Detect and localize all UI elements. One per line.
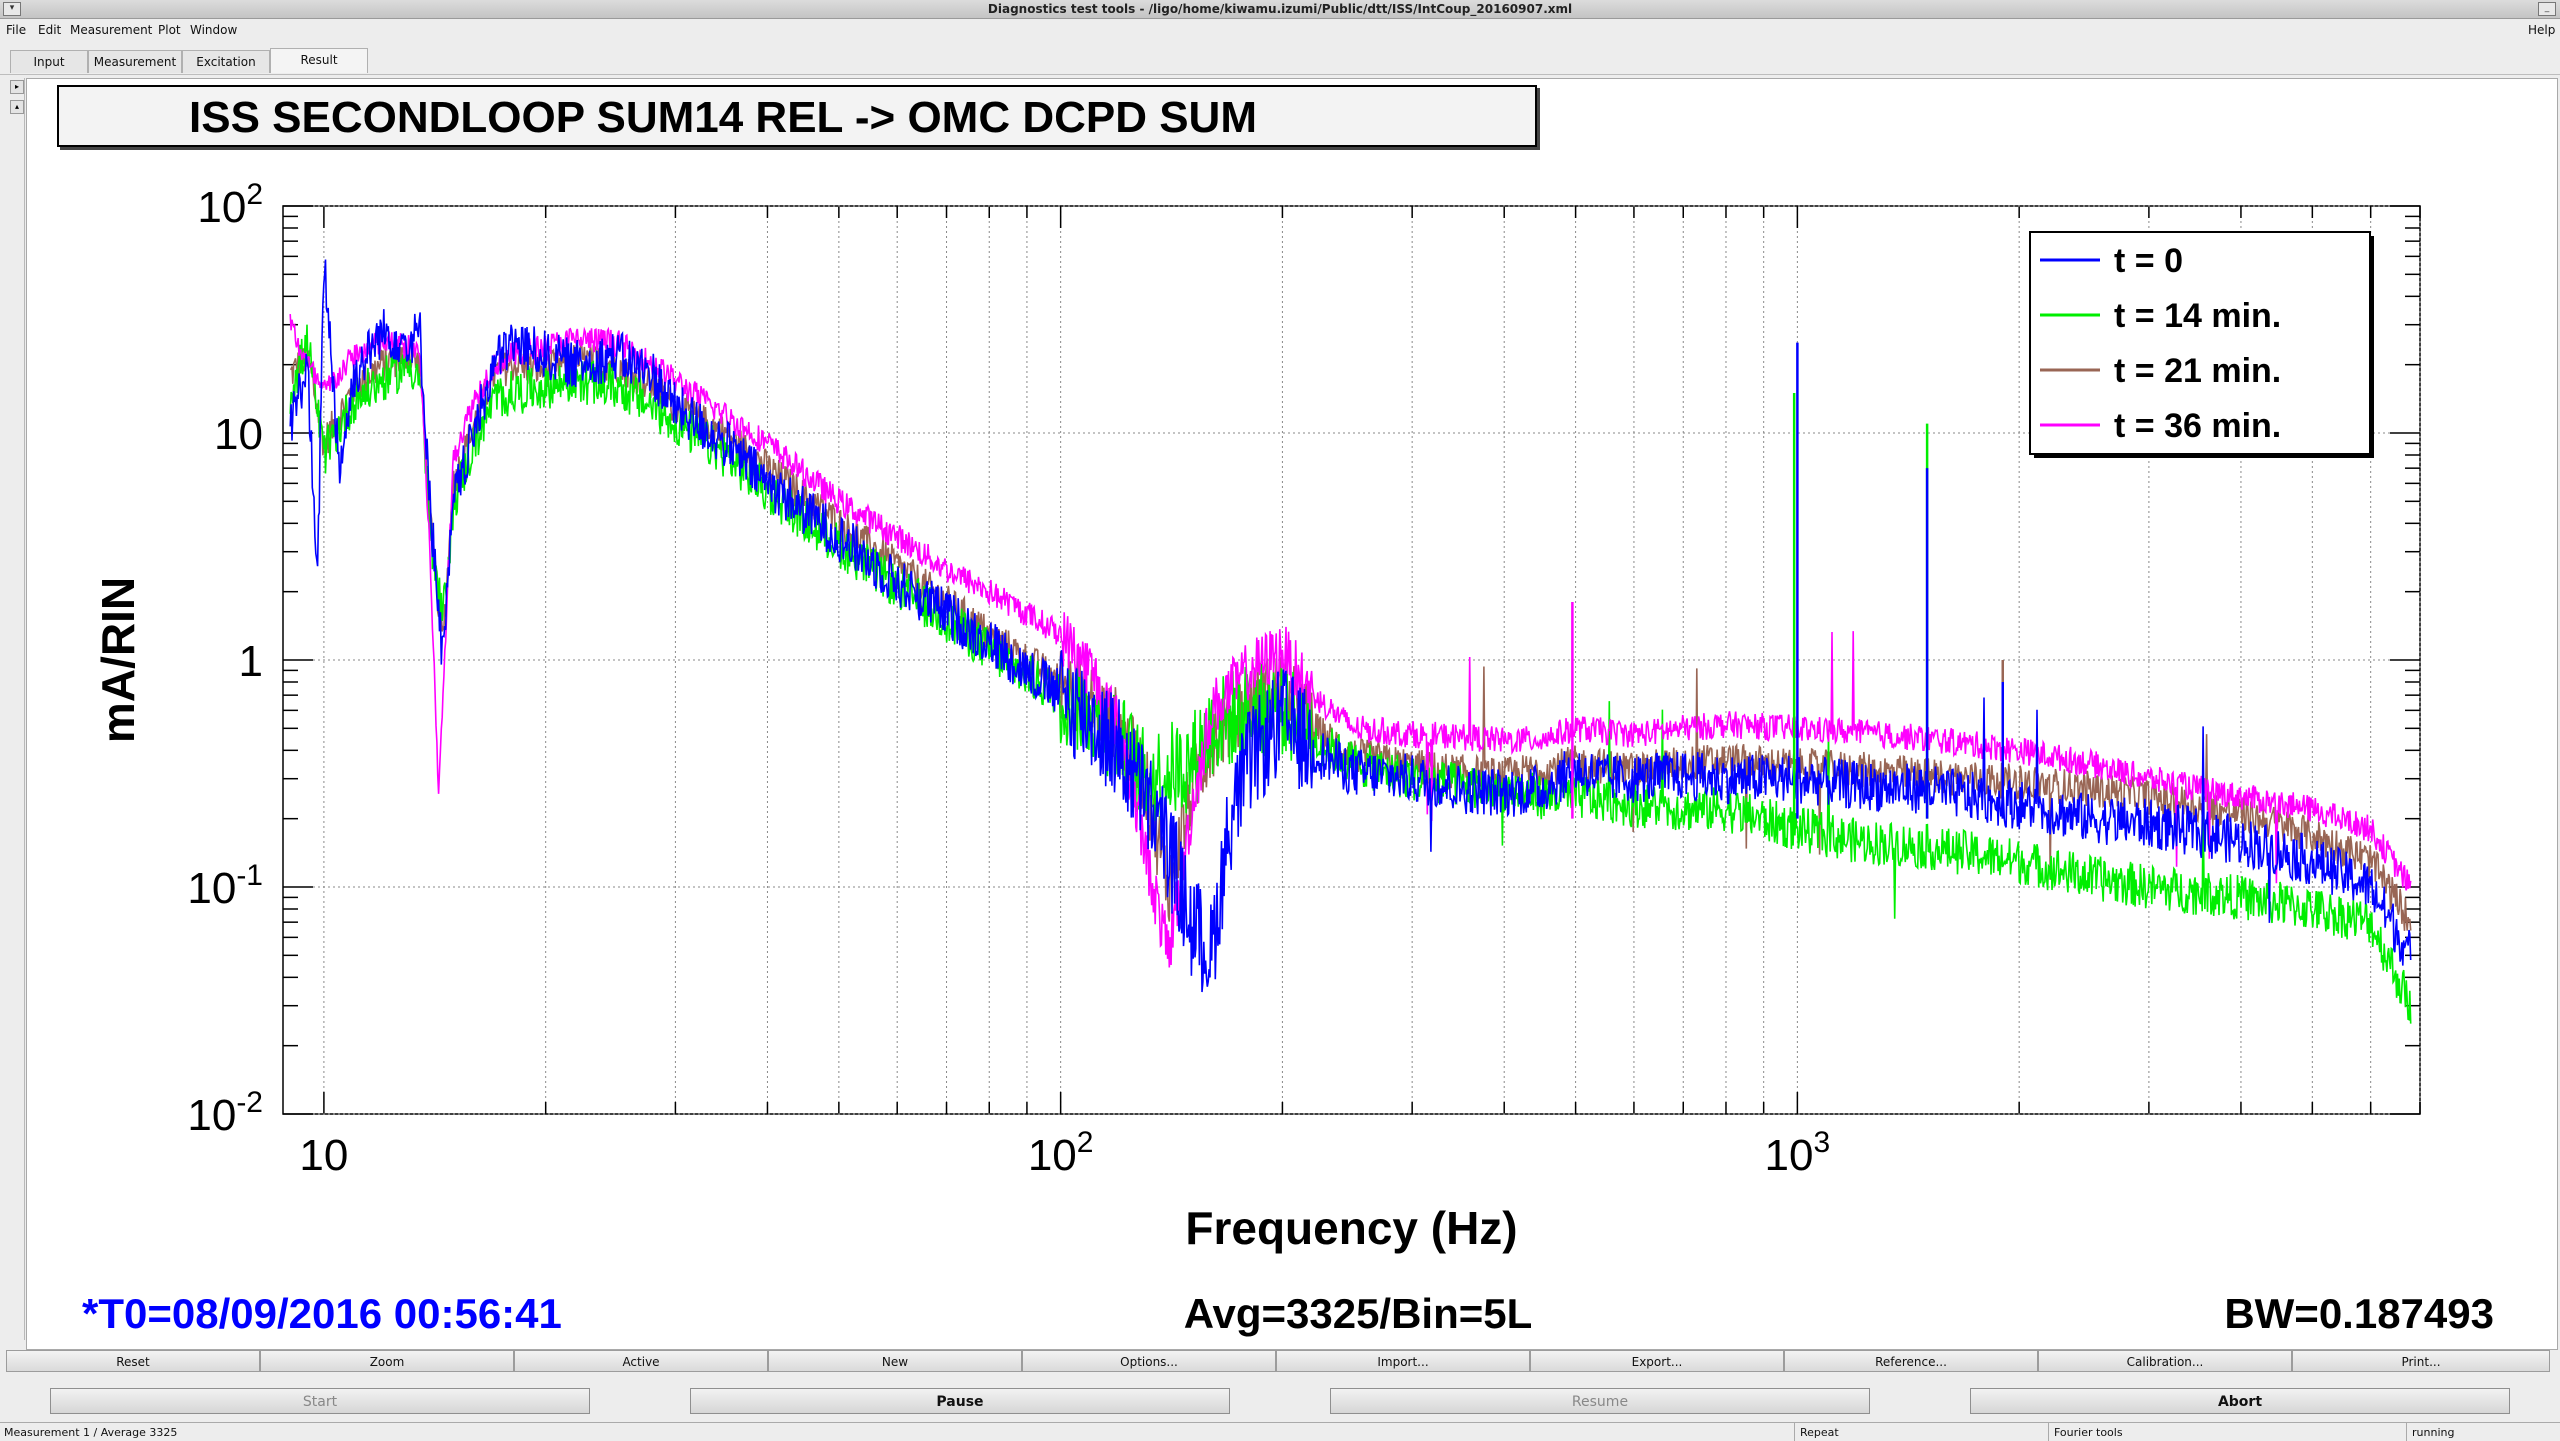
x-tick-label: 10	[299, 1131, 348, 1180]
status-measurement: Measurement 1 / Average 3325	[4, 1426, 178, 1439]
y-tick-label: 1	[239, 637, 263, 686]
print-button[interactable]: Print...	[2292, 1350, 2550, 1372]
start-button[interactable]: Start	[50, 1388, 590, 1414]
export-button[interactable]: Export...	[1530, 1350, 1784, 1372]
minimize-icon[interactable]: _	[2538, 2, 2556, 16]
menu-window[interactable]: Window	[190, 23, 238, 37]
scroll-up-icon[interactable]: ▴	[10, 100, 24, 114]
series-line-3	[289, 314, 2412, 968]
series-line-0	[289, 259, 2412, 993]
t0-label: *T0=08/09/2016 00:56:41	[82, 1290, 562, 1337]
import-button[interactable]: Import...	[1276, 1350, 1530, 1372]
window-title: Diagnostics test tools - /ligo/home/kiwa…	[987, 2, 1573, 16]
reference-button[interactable]: Reference...	[1784, 1350, 2038, 1372]
bw-label: BW=0.187493	[2224, 1290, 2494, 1337]
status-state: running	[2412, 1426, 2455, 1439]
menu-measurement[interactable]: Measurement	[70, 23, 153, 37]
tab-bar: Input Measurement Excitation Result	[0, 40, 2560, 75]
y-tick-label: 10	[214, 410, 263, 459]
legend-label: t = 0	[2114, 242, 2183, 280]
active-button[interactable]: Active	[514, 1350, 768, 1372]
status-repeat: Repeat	[1800, 1426, 1839, 1439]
status-bar: Measurement 1 / Average 3325 Repeat Four…	[0, 1422, 2560, 1441]
resume-button[interactable]: Resume	[1330, 1388, 1870, 1414]
plot-button-row: Reset Zoom Active New Options... Import.…	[6, 1350, 2556, 1374]
legend: t = 0 t = 14 min. t = 21 min. t = 36 min.	[2029, 231, 2374, 458]
legend-box	[2029, 231, 2371, 455]
menu-plot[interactable]: Plot	[158, 23, 181, 37]
pause-button[interactable]: Pause	[690, 1388, 1230, 1414]
options-button[interactable]: Options...	[1022, 1350, 1276, 1372]
x-axis-label: Frequency (Hz)	[1185, 1202, 1517, 1254]
window-titlebar: ▾ Diagnostics test tools - /ligo/home/ki…	[0, 0, 2560, 19]
control-row: Start Pause Resume Abort	[0, 1388, 2560, 1418]
legend-label: t = 14 min.	[2114, 297, 2281, 335]
reset-button[interactable]: Reset	[6, 1350, 260, 1372]
tab-result[interactable]: Result	[270, 48, 368, 73]
tab-input[interactable]: Input	[10, 50, 88, 73]
menu-bar: File Edit Measurement Plot Window Help	[0, 20, 2560, 38]
y-tick-label: 10-2	[187, 1086, 263, 1140]
status-tool: Fourier tools	[2054, 1426, 2123, 1439]
menu-file[interactable]: File	[6, 23, 27, 37]
new-button[interactable]: New	[768, 1350, 1022, 1372]
x-tick-label: 102	[1028, 1126, 1094, 1180]
menu-help[interactable]: Help	[2528, 23, 2556, 37]
series-line-1	[289, 324, 2412, 1024]
vertical-scrollbar[interactable]: ▸ ▴	[8, 78, 25, 1340]
menu-edit[interactable]: Edit	[38, 23, 62, 37]
avg-label: Avg=3325/Bin=5L	[1184, 1290, 1533, 1337]
x-tick-label: 103	[1765, 1126, 1831, 1180]
legend-label: t = 21 min.	[2114, 352, 2281, 390]
series-group	[289, 259, 2412, 1024]
tab-measurement[interactable]: Measurement	[88, 50, 182, 73]
tab-excitation[interactable]: Excitation	[182, 50, 270, 73]
plot-title: ISS SECONDLOOP SUM14 REL -> OMC DCPD SUM	[57, 85, 1537, 147]
y-tick-label: 10-1	[187, 859, 263, 913]
y-axis-label: mA/RIN	[92, 577, 144, 743]
calibration-button[interactable]: Calibration...	[2038, 1350, 2292, 1372]
window-menu-icon[interactable]: ▾	[3, 2, 21, 16]
abort-button[interactable]: Abort	[1970, 1388, 2510, 1414]
y-tick-label: 102	[197, 178, 263, 232]
legend-label: t = 36 min.	[2114, 407, 2281, 445]
scroll-right-icon[interactable]: ▸	[10, 80, 24, 94]
zoom-button[interactable]: Zoom	[260, 1350, 514, 1372]
